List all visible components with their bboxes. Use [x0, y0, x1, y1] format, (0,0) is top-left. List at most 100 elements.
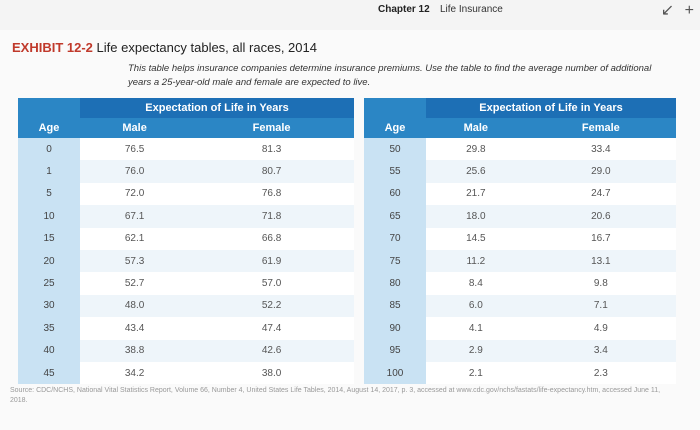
cell-female: 38.0 — [189, 361, 354, 385]
cell-female: 3.4 — [525, 339, 676, 362]
cell-male: 29.8 — [426, 138, 526, 161]
table-row: 30 48.0 52.2 — [18, 294, 354, 318]
table-row: 55 25.6 29.0 — [364, 160, 676, 183]
group-heading-left: Expectation of Life in Years — [145, 102, 289, 114]
table-row: 50 29.8 33.4 — [364, 138, 676, 161]
cell-age: 40 — [18, 339, 80, 362]
cell-female: 2.3 — [525, 361, 676, 385]
table-row: 25 52.7 57.0 — [18, 272, 354, 295]
cell-male: 67.1 — [80, 205, 190, 228]
table-row: 1 76.0 80.7 — [18, 160, 354, 183]
table-row: 5 72.0 76.8 — [18, 182, 354, 206]
cell-male: 76.0 — [80, 160, 190, 183]
cell-male: 72.0 — [80, 182, 190, 206]
cell-age: 15 — [18, 227, 80, 250]
cell-female: 76.8 — [189, 182, 354, 206]
source-note: Source: CDC/NCHS, National Vital Statist… — [10, 387, 661, 404]
cell-male: 38.8 — [80, 339, 190, 362]
cell-male: 57.3 — [80, 249, 190, 273]
cell-age: 30 — [18, 294, 80, 318]
cell-female: 81.3 — [189, 138, 354, 161]
arrow-icon[interactable]: ↙ — [660, 2, 675, 19]
table-row: 100 2.1 2.3 — [364, 361, 676, 385]
cell-age: 35 — [18, 317, 80, 340]
cell-male: 18.0 — [426, 205, 526, 228]
cell-age: 25 — [18, 272, 80, 295]
cell-male: 21.7 — [426, 182, 526, 206]
cell-age: 45 — [18, 361, 80, 385]
cell-female: 20.6 — [525, 205, 676, 228]
cell-male: 34.2 — [80, 361, 190, 385]
table-row: 15 62.1 66.8 — [18, 227, 354, 250]
col-female: Female — [252, 122, 291, 134]
cell-age: 50 — [364, 138, 426, 161]
cell-male: 2.9 — [426, 339, 526, 362]
cell-age: 80 — [364, 272, 426, 295]
table-row: 90 4.1 4.9 — [364, 317, 676, 340]
exhibit-heading: EXHIBIT 12-2 Life expectancy tables, all… — [12, 40, 317, 55]
table-row: 95 2.9 3.4 — [364, 339, 676, 362]
cell-age: 5 — [18, 182, 80, 206]
cell-age: 75 — [364, 249, 426, 273]
table-row: 65 18.0 20.6 — [364, 205, 676, 228]
cell-male: 11.2 — [426, 249, 526, 273]
cell-male: 62.1 — [80, 227, 190, 250]
group-heading-right: Expectation of Life in Years — [479, 102, 623, 114]
table-row: 35 43.4 47.4 — [18, 317, 354, 340]
cell-female: 7.1 — [525, 294, 676, 318]
cell-female: 24.7 — [525, 182, 676, 206]
cell-female: 16.7 — [525, 227, 676, 250]
cell-female: 57.0 — [189, 272, 354, 295]
cell-female: 4.9 — [525, 317, 676, 340]
cell-age: 20 — [18, 249, 80, 273]
cell-female: 61.9 — [189, 249, 354, 273]
cell-age: 1 — [18, 160, 80, 183]
table-right: Expectation of Life in Years Age Male Fe… — [364, 98, 676, 385]
cell-female: 42.6 — [189, 339, 354, 362]
table-row: 75 11.2 13.1 — [364, 249, 676, 273]
col-age: Age — [384, 122, 406, 134]
col-male: Male — [463, 122, 489, 134]
cell-female: 47.4 — [189, 317, 354, 340]
cell-male: 6.0 — [426, 294, 526, 318]
cell-male: 43.4 — [80, 317, 190, 340]
cell-female: 29.0 — [525, 160, 676, 183]
table-row: 85 6.0 7.1 — [364, 294, 676, 318]
table-row: 40 38.8 42.6 — [18, 339, 354, 362]
corner-icons: ↙ + — [655, 0, 694, 20]
life-expectancy-table: Expectation of Life in Years Age Male Fe… — [8, 98, 692, 385]
table-left: Expectation of Life in Years Age Male Fe… — [18, 98, 354, 385]
cell-female: 52.2 — [189, 294, 354, 318]
cell-female: 71.8 — [189, 205, 354, 228]
cell-age: 65 — [364, 205, 426, 228]
table-row: 70 14.5 16.7 — [364, 227, 676, 250]
cell-age: 85 — [364, 294, 426, 318]
col-female: Female — [581, 122, 620, 134]
table-row: 20 57.3 61.9 — [18, 249, 354, 273]
cell-age: 60 — [364, 182, 426, 206]
cell-male: 48.0 — [80, 294, 190, 318]
table-row: 45 34.2 38.0 — [18, 361, 354, 385]
cell-age: 10 — [18, 205, 80, 228]
exhibit-title: Life expectancy tables, all races, 2014 — [96, 40, 317, 55]
cell-female: 9.8 — [525, 272, 676, 295]
plus-icon[interactable]: + — [684, 2, 694, 19]
table-row: 80 8.4 9.8 — [364, 272, 676, 295]
col-age: Age — [38, 122, 60, 134]
cell-male: 52.7 — [80, 272, 190, 295]
cell-age: 90 — [364, 317, 426, 340]
cell-female: 13.1 — [525, 249, 676, 273]
table-row: 60 21.7 24.7 — [364, 182, 676, 206]
cell-age: 100 — [364, 361, 426, 385]
chapter-title: Chapter 12 — [378, 4, 430, 15]
cell-male: 8.4 — [426, 272, 526, 295]
exhibit-label: EXHIBIT 12-2 — [12, 40, 93, 55]
cell-male: 14.5 — [426, 227, 526, 250]
cell-age: 0 — [18, 138, 80, 161]
cell-female: 80.7 — [189, 160, 354, 183]
cell-age: 55 — [364, 160, 426, 183]
cell-female: 66.8 — [189, 227, 354, 250]
col-male: Male — [122, 122, 147, 134]
cell-male: 4.1 — [426, 317, 526, 340]
cell-age: 70 — [364, 227, 426, 250]
